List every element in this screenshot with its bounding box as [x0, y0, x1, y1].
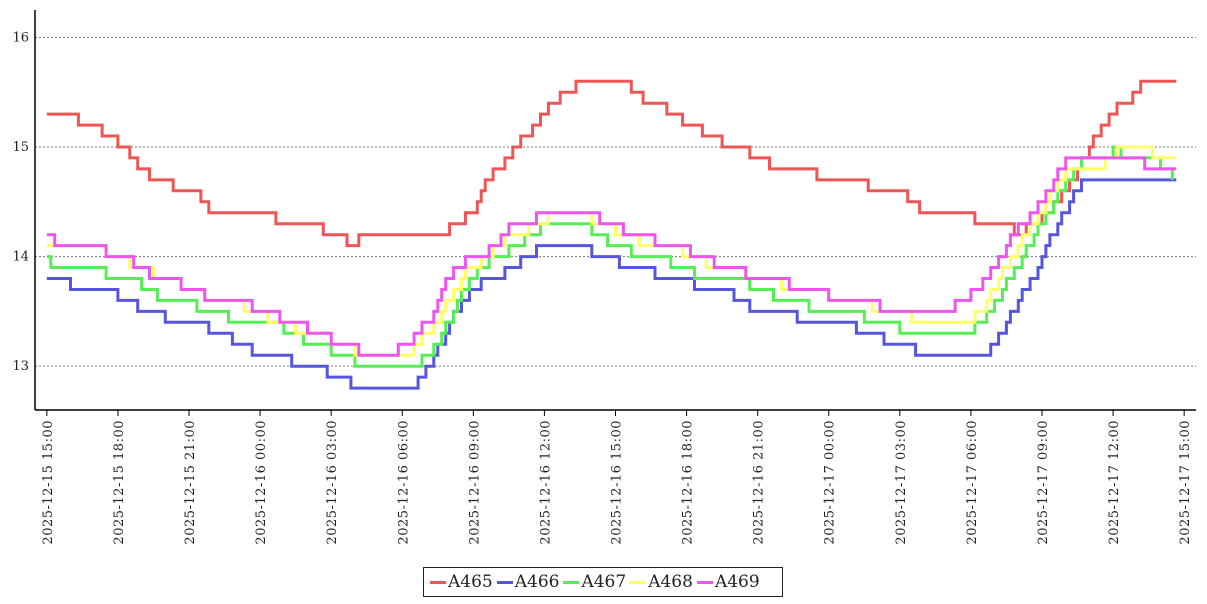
- x-tick-label-14: 2025-12-17 09:00: [1036, 420, 1051, 545]
- x-tick-label-4: 2025-12-16 03:00: [325, 420, 340, 545]
- y-tick-label-16: 16: [12, 30, 29, 45]
- legend-swatch-a465: [430, 580, 446, 584]
- x-tick-label-5: 2025-12-16 06:00: [396, 420, 411, 545]
- x-tick-label-7: 2025-12-16 12:00: [538, 420, 553, 545]
- legend-item-a467[interactable]: A467: [561, 572, 626, 592]
- series-line-a465: [46, 79, 1177, 248]
- legend-swatch-a467: [563, 580, 580, 584]
- x-tick-label-12: 2025-12-17 03:00: [894, 420, 909, 545]
- legend-label-a466: A466: [514, 572, 560, 592]
- x-tick-label-10: 2025-12-16 21:00: [752, 420, 767, 545]
- y-tick-label-13: 13: [12, 359, 29, 374]
- legend-item-a466[interactable]: A466: [495, 572, 560, 592]
- legend-item-a469[interactable]: A469: [695, 572, 760, 592]
- x-tick-label-2: 2025-12-15 21:00: [183, 420, 198, 545]
- x-tick-label-6: 2025-12-16 09:00: [467, 420, 482, 545]
- legend-label-a465: A465: [448, 572, 493, 592]
- x-tick-label-16: 2025-12-17 15:00: [1178, 420, 1193, 545]
- x-tick-label-0: 2025-12-15 15:00: [41, 420, 56, 545]
- legend-label-a467: A467: [581, 572, 627, 592]
- x-tick-label-3: 2025-12-16 00:00: [254, 420, 269, 545]
- y-tick-label-15: 15: [12, 140, 29, 155]
- legend-label-a469: A469: [714, 572, 760, 592]
- legend-swatch-a469: [696, 580, 713, 584]
- legend-item-a465[interactable]: A465: [428, 572, 493, 592]
- x-tick-label-13: 2025-12-17 06:00: [965, 420, 980, 545]
- series-line-a469: [46, 156, 1177, 357]
- legend-label-a468: A468: [648, 572, 693, 592]
- x-tick-label-15: 2025-12-17 12:00: [1107, 420, 1122, 545]
- x-tick-label-11: 2025-12-17 00:00: [823, 420, 838, 545]
- legend-swatch-a468: [630, 580, 647, 584]
- legend-swatch-a466: [496, 580, 513, 584]
- x-tick-label-1: 2025-12-15 18:00: [112, 420, 127, 545]
- legend: A465 A466 A467 A468 A469: [423, 567, 783, 597]
- x-tick-label-8: 2025-12-16 15:00: [610, 420, 625, 545]
- x-tick-label-9: 2025-12-16 18:00: [681, 420, 696, 545]
- legend-item-a468[interactable]: A468: [628, 572, 693, 592]
- y-tick-label-14: 14: [12, 250, 29, 265]
- series-line-a467: [46, 145, 1174, 368]
- series-line-a466: [46, 178, 1177, 390]
